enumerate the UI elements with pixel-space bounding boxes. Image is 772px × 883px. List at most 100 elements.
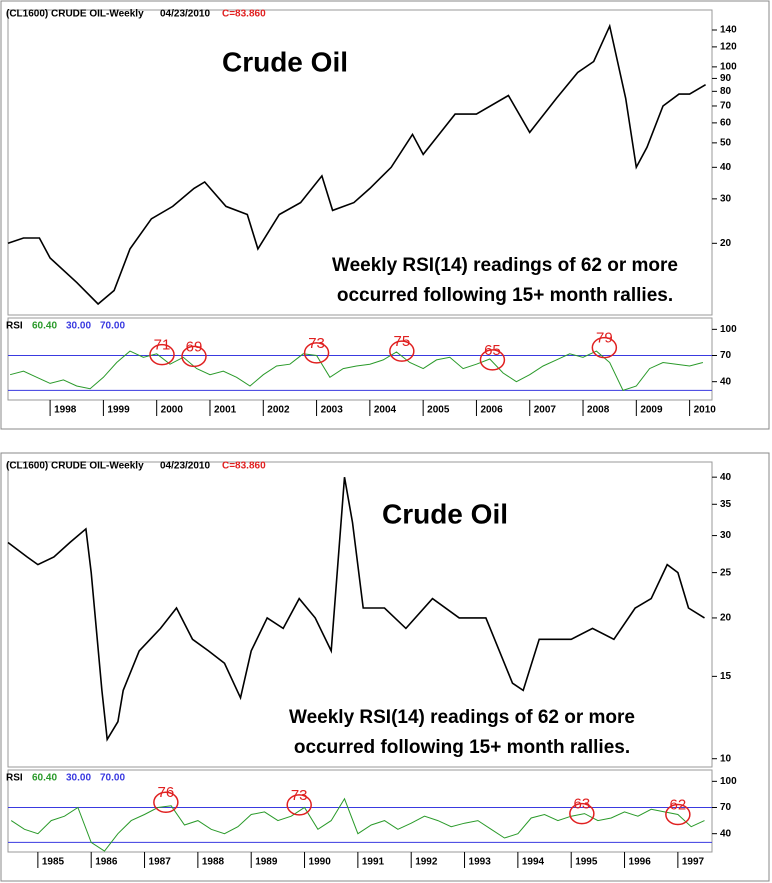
x-tick-label: 1987 bbox=[149, 857, 172, 868]
y-tick-label: 20 bbox=[720, 613, 732, 624]
x-tick-label: 2010 bbox=[694, 405, 717, 416]
x-tick-label: 1993 bbox=[469, 857, 492, 868]
rsi-y-tick-label: 40 bbox=[720, 828, 732, 839]
price-plot-frame bbox=[7, 461, 713, 768]
rsi-highlight-label: 63 bbox=[574, 796, 591, 813]
rsi-highlight bbox=[303, 342, 330, 364]
y-tick-label: 70 bbox=[720, 101, 732, 112]
rsi-legend-current: 60.40 bbox=[32, 321, 57, 332]
x-tick-label: 1988 bbox=[202, 857, 225, 868]
rsi-highlight-label: 79 bbox=[596, 330, 613, 347]
y-tick-label: 40 bbox=[720, 472, 732, 483]
rsi-highlight-label: 73 bbox=[291, 787, 308, 804]
y-tick-label: 25 bbox=[720, 567, 732, 578]
x-tick-label: 2006 bbox=[480, 405, 503, 416]
rsi-legend-band: 70.00 bbox=[100, 321, 125, 332]
rsi-y-tick-label: 70 bbox=[720, 350, 732, 361]
x-tick-label: 2008 bbox=[587, 405, 610, 416]
x-tick-label: 1992 bbox=[415, 857, 438, 868]
rsi-legend-band: 70.00 bbox=[100, 773, 125, 784]
rsi-highlight-label: 75 bbox=[393, 333, 410, 350]
rsi-highlight bbox=[389, 340, 415, 362]
rsi-highlight bbox=[181, 345, 207, 368]
x-tick-label: 2003 bbox=[321, 405, 344, 416]
rsi-highlight-label: 65 bbox=[484, 342, 501, 359]
y-tick-label: 10 bbox=[720, 753, 732, 764]
y-tick-label: 140 bbox=[720, 25, 737, 36]
x-tick-label: 1985 bbox=[42, 857, 65, 868]
y-tick-label: 90 bbox=[720, 73, 732, 84]
rsi-legend-band: 30.00 bbox=[66, 321, 91, 332]
rsi-y-tick-label: 100 bbox=[720, 776, 737, 787]
x-tick-label: 1999 bbox=[107, 405, 130, 416]
price-line bbox=[7, 477, 705, 742]
rsi-y-tick-label: 70 bbox=[720, 802, 732, 813]
x-tick-label: 1991 bbox=[362, 857, 385, 868]
rsi-legend-current: 60.40 bbox=[32, 773, 57, 784]
y-tick-label: 20 bbox=[720, 238, 732, 249]
rsi-highlight bbox=[591, 336, 618, 359]
x-tick-label: 2004 bbox=[374, 405, 397, 416]
x-tick-label: 2007 bbox=[534, 405, 557, 416]
x-tick-label: 1989 bbox=[255, 857, 278, 868]
rsi-line bbox=[9, 350, 704, 392]
x-tick-label: 2000 bbox=[161, 405, 184, 416]
rsi-highlight-label: 71 bbox=[154, 337, 171, 354]
y-tick-label: 100 bbox=[720, 62, 737, 73]
rsi-highlight-label: 69 bbox=[186, 338, 203, 355]
rsi-highlight bbox=[665, 803, 691, 826]
header-close: C=83.860 bbox=[222, 9, 266, 20]
rsi-highlight-label: 73 bbox=[308, 335, 325, 352]
chart-title: Crude Oil bbox=[382, 498, 508, 529]
y-tick-label: 30 bbox=[720, 530, 732, 541]
x-tick-label: 1986 bbox=[95, 857, 118, 868]
rsi-plot-frame bbox=[7, 317, 713, 401]
x-tick-label: 2009 bbox=[640, 405, 663, 416]
rsi-legend-band: 30.00 bbox=[66, 773, 91, 784]
rsi-legend-name: RSI bbox=[6, 321, 23, 332]
header-date: 04/23/2010 bbox=[160, 461, 210, 472]
y-tick-label: 80 bbox=[720, 86, 732, 97]
y-tick-label: 40 bbox=[720, 162, 732, 173]
rsi-highlight bbox=[153, 791, 179, 814]
rsi-highlight bbox=[149, 343, 175, 366]
x-tick-label: 1997 bbox=[682, 857, 705, 868]
y-tick-label: 35 bbox=[720, 499, 732, 510]
y-tick-label: 30 bbox=[720, 194, 732, 205]
rsi-highlight bbox=[479, 349, 506, 371]
annotation: occurred following 15+ month rallies. bbox=[294, 737, 630, 758]
rsi-highlight-label: 62 bbox=[670, 796, 687, 813]
rsi-y-tick-label: 40 bbox=[720, 376, 732, 387]
annotation: occurred following 15+ month rallies. bbox=[337, 285, 673, 306]
rsi-highlight-label: 76 bbox=[158, 784, 175, 801]
price-line bbox=[7, 23, 707, 306]
price-plot-frame bbox=[7, 9, 713, 316]
x-tick-label: 2005 bbox=[427, 405, 450, 416]
x-tick-label: 1996 bbox=[629, 857, 652, 868]
x-tick-label: 1995 bbox=[575, 857, 598, 868]
panel-frame bbox=[0, 452, 770, 882]
rsi-y-tick-label: 100 bbox=[720, 324, 737, 335]
panel-frame bbox=[0, 0, 770, 430]
rsi-highlight bbox=[286, 794, 312, 816]
x-tick-label: 2001 bbox=[214, 405, 237, 416]
x-tick-label: 2002 bbox=[267, 405, 290, 416]
rsi-plot-frame bbox=[7, 769, 713, 853]
annotation: Weekly RSI(14) readings of 62 or more bbox=[332, 255, 678, 276]
header-date: 04/23/2010 bbox=[160, 9, 210, 20]
y-tick-label: 120 bbox=[720, 42, 737, 53]
rsi-line bbox=[10, 797, 705, 852]
y-tick-label: 60 bbox=[720, 118, 732, 129]
chart-title: Crude Oil bbox=[222, 46, 348, 77]
rsi-legend-name: RSI bbox=[6, 773, 23, 784]
header-symbol: (CL1600) CRUDE OIL-Weekly bbox=[6, 9, 144, 20]
header-symbol: (CL1600) CRUDE OIL-Weekly bbox=[6, 461, 144, 472]
y-tick-label: 50 bbox=[720, 138, 732, 149]
x-tick-label: 1994 bbox=[522, 857, 545, 868]
header-close: C=83.860 bbox=[222, 461, 266, 472]
y-tick-label: 15 bbox=[720, 671, 732, 682]
annotation: Weekly RSI(14) readings of 62 or more bbox=[289, 707, 635, 728]
x-tick-label: 1990 bbox=[309, 857, 332, 868]
